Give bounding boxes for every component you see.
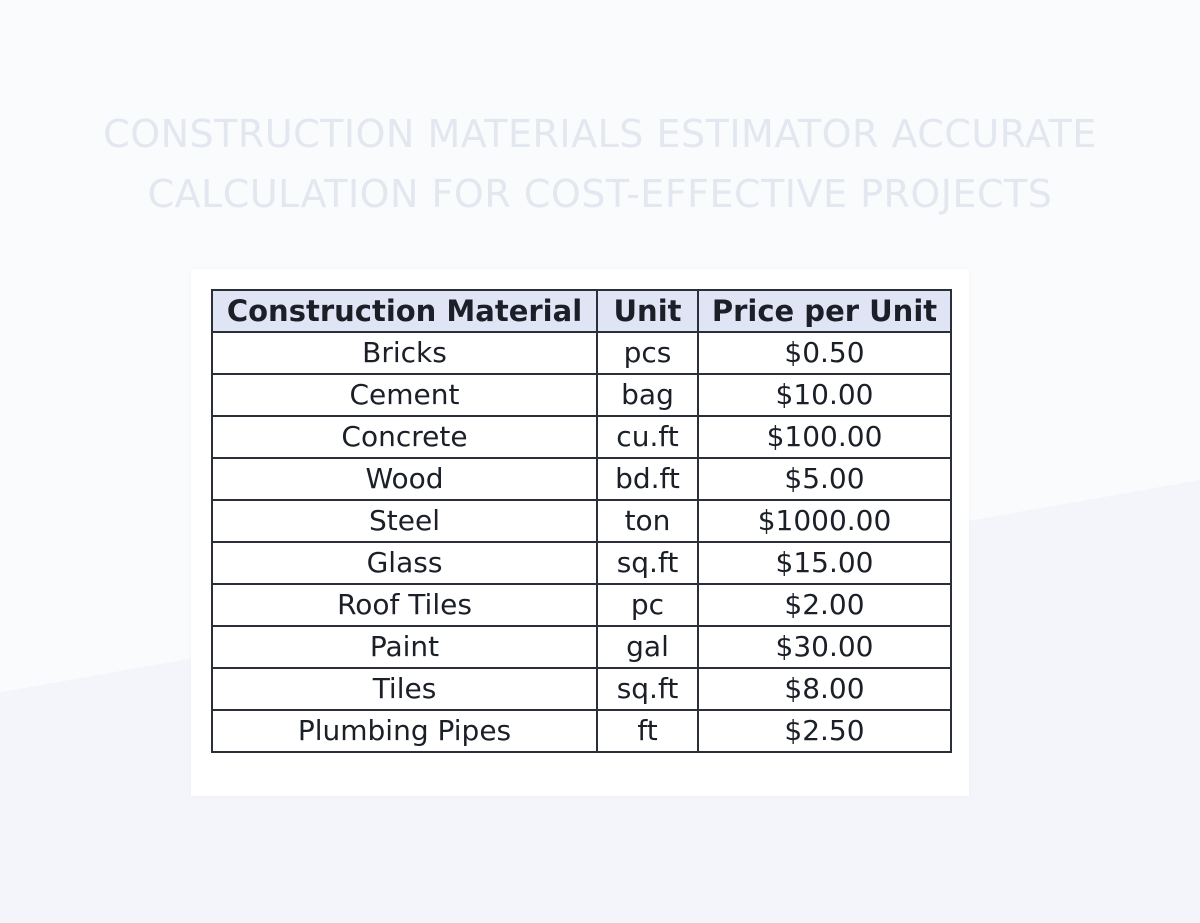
cell-unit: bd.ft: [596, 457, 699, 501]
materials-table: Construction Material Unit Price per Uni…: [211, 289, 952, 753]
cell-unit: sq.ft: [596, 667, 699, 711]
table-row: Bricks pcs $0.50: [211, 331, 952, 375]
cell-price: $15.00: [697, 541, 952, 585]
table-row: Wood bd.ft $5.00: [211, 457, 952, 501]
cell-unit: ton: [596, 499, 699, 543]
cell-material: Roof Tiles: [211, 583, 598, 627]
cell-material: Paint: [211, 625, 598, 669]
cell-price: $1000.00: [697, 499, 952, 543]
cell-unit: ft: [596, 709, 699, 753]
cell-material: Cement: [211, 373, 598, 417]
cell-material: Tiles: [211, 667, 598, 711]
cell-price: $2.50: [697, 709, 952, 753]
cell-unit: cu.ft: [596, 415, 699, 459]
cell-price: $5.00: [697, 457, 952, 501]
table-row: Roof Tiles pc $2.00: [211, 583, 952, 627]
table-row: Paint gal $30.00: [211, 625, 952, 669]
cell-unit: bag: [596, 373, 699, 417]
table-row: Concrete cu.ft $100.00: [211, 415, 952, 459]
cell-unit: sq.ft: [596, 541, 699, 585]
cell-price: $2.00: [697, 583, 952, 627]
cell-material: Glass: [211, 541, 598, 585]
title-line-2: CALCULATION FOR COST-EFFECTIVE PROJECTS: [147, 172, 1053, 216]
table-row: Plumbing Pipes ft $2.50: [211, 709, 952, 753]
header-unit: Unit: [596, 289, 699, 333]
page-title: CONSTRUCTION MATERIALS ESTIMATOR ACCURAT…: [0, 104, 1200, 224]
table-row: Cement bag $10.00: [211, 373, 952, 417]
header-material: Construction Material: [211, 289, 598, 333]
table-row: Tiles sq.ft $8.00: [211, 667, 952, 711]
cell-unit: pcs: [596, 331, 699, 375]
cell-material: Steel: [211, 499, 598, 543]
table-row: Glass sq.ft $15.00: [211, 541, 952, 585]
cell-material: Wood: [211, 457, 598, 501]
cell-price: $100.00: [697, 415, 952, 459]
table-header-row: Construction Material Unit Price per Uni…: [211, 289, 952, 333]
cell-price: $10.00: [697, 373, 952, 417]
cell-unit: pc: [596, 583, 699, 627]
title-line-1: CONSTRUCTION MATERIALS ESTIMATOR ACCURAT…: [103, 112, 1097, 156]
table-card: Construction Material Unit Price per Uni…: [191, 269, 969, 796]
cell-unit: gal: [596, 625, 699, 669]
cell-price: $30.00: [697, 625, 952, 669]
header-price: Price per Unit: [697, 289, 952, 333]
cell-material: Concrete: [211, 415, 598, 459]
cell-material: Plumbing Pipes: [211, 709, 598, 753]
cell-material: Bricks: [211, 331, 598, 375]
cell-price: $8.00: [697, 667, 952, 711]
table-row: Steel ton $1000.00: [211, 499, 952, 543]
cell-price: $0.50: [697, 331, 952, 375]
